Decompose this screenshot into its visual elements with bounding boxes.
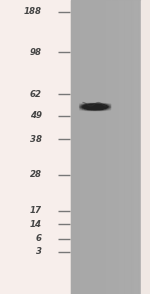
Bar xyxy=(129,0,130,294)
Bar xyxy=(140,0,141,294)
Bar xyxy=(106,0,107,294)
Bar xyxy=(94,0,95,294)
Text: 3: 3 xyxy=(36,248,42,256)
Text: 17: 17 xyxy=(30,206,42,215)
Bar xyxy=(133,0,134,294)
Bar xyxy=(74,0,75,294)
Bar xyxy=(88,0,89,294)
Bar xyxy=(73,0,74,294)
Bar xyxy=(79,0,80,294)
Text: 14: 14 xyxy=(30,220,42,228)
Bar xyxy=(70,0,72,294)
Bar xyxy=(134,0,135,294)
Text: 38: 38 xyxy=(30,135,42,143)
Text: 6: 6 xyxy=(36,234,42,243)
Bar xyxy=(87,0,88,294)
Bar xyxy=(99,0,100,294)
Bar xyxy=(96,0,98,294)
Bar xyxy=(130,0,132,294)
Bar xyxy=(115,0,116,294)
Bar xyxy=(100,0,101,294)
Bar xyxy=(92,0,93,294)
Bar xyxy=(102,0,103,294)
Bar xyxy=(122,0,123,294)
Bar xyxy=(83,0,85,294)
Bar xyxy=(120,0,121,294)
Bar xyxy=(101,0,102,294)
Bar xyxy=(98,0,99,294)
Text: 49: 49 xyxy=(30,111,42,120)
Bar xyxy=(107,0,108,294)
Bar xyxy=(139,0,140,294)
Bar xyxy=(93,0,94,294)
Bar xyxy=(85,0,86,294)
Bar xyxy=(81,0,82,294)
Text: 98: 98 xyxy=(30,48,42,57)
Bar xyxy=(136,0,137,294)
Bar xyxy=(123,0,124,294)
Bar xyxy=(76,0,78,294)
Bar xyxy=(127,0,128,294)
Bar xyxy=(126,0,127,294)
Bar xyxy=(110,0,112,294)
Bar xyxy=(0,0,70,294)
Bar xyxy=(135,0,136,294)
Bar xyxy=(78,0,79,294)
Bar xyxy=(113,0,114,294)
Bar xyxy=(114,0,115,294)
Bar xyxy=(105,0,106,294)
Text: 62: 62 xyxy=(30,90,42,98)
Bar xyxy=(141,0,150,294)
Bar xyxy=(137,0,139,294)
Text: 28: 28 xyxy=(30,171,42,179)
Bar xyxy=(108,0,109,294)
Bar xyxy=(103,0,105,294)
Bar xyxy=(112,0,113,294)
Bar xyxy=(80,0,81,294)
Bar xyxy=(116,0,117,294)
Bar xyxy=(132,0,133,294)
Bar xyxy=(86,0,87,294)
Bar xyxy=(117,0,119,294)
Bar xyxy=(90,0,92,294)
Text: 188: 188 xyxy=(24,7,42,16)
Bar xyxy=(70,0,141,294)
Bar xyxy=(119,0,120,294)
Bar xyxy=(121,0,122,294)
Bar xyxy=(72,0,73,294)
Bar xyxy=(75,0,76,294)
Bar xyxy=(124,0,126,294)
Bar xyxy=(82,0,83,294)
Bar xyxy=(95,0,96,294)
Bar xyxy=(128,0,129,294)
Bar xyxy=(109,0,110,294)
Bar xyxy=(89,0,90,294)
